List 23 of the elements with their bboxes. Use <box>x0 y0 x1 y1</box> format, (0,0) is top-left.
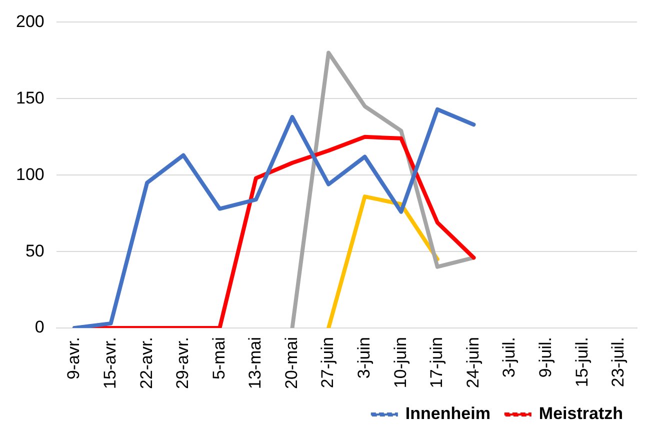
x-tick-label: 5-mai <box>209 337 228 380</box>
x-tick-label: 13-mai <box>246 337 265 389</box>
y-tick-label: 200 <box>16 12 44 31</box>
x-tick-label: 22-avr. <box>136 337 156 390</box>
y-tick-label: 0 <box>34 318 44 337</box>
x-tick-label: 15-juil. <box>572 337 592 388</box>
x-tick-label: 3-juil. <box>500 337 519 378</box>
x-tick-label: 10-juin <box>390 337 410 388</box>
y-tick-label: 50 <box>25 241 44 260</box>
x-tick-label: 9-avr. <box>64 337 84 380</box>
x-tick-label: 3-juin <box>354 337 374 379</box>
x-tick-label: 9-juil. <box>536 337 555 378</box>
x-tick-label: 24-juin <box>463 337 482 388</box>
x-tick-label: 27-juin <box>318 337 338 388</box>
legend-label: Innenheim <box>405 404 490 424</box>
legend-label: Meistratzh <box>538 404 624 424</box>
x-tick-label: 23-juil. <box>608 337 628 388</box>
x-tick-label: 15-avr. <box>100 337 120 390</box>
x-tick-label: 20-mai <box>282 337 301 389</box>
y-tick-label: 100 <box>16 164 44 184</box>
y-tick-label: 150 <box>16 88 44 108</box>
x-tick-label: 17-juin <box>427 337 446 388</box>
x-tick-label: 29-avr. <box>173 337 192 390</box>
